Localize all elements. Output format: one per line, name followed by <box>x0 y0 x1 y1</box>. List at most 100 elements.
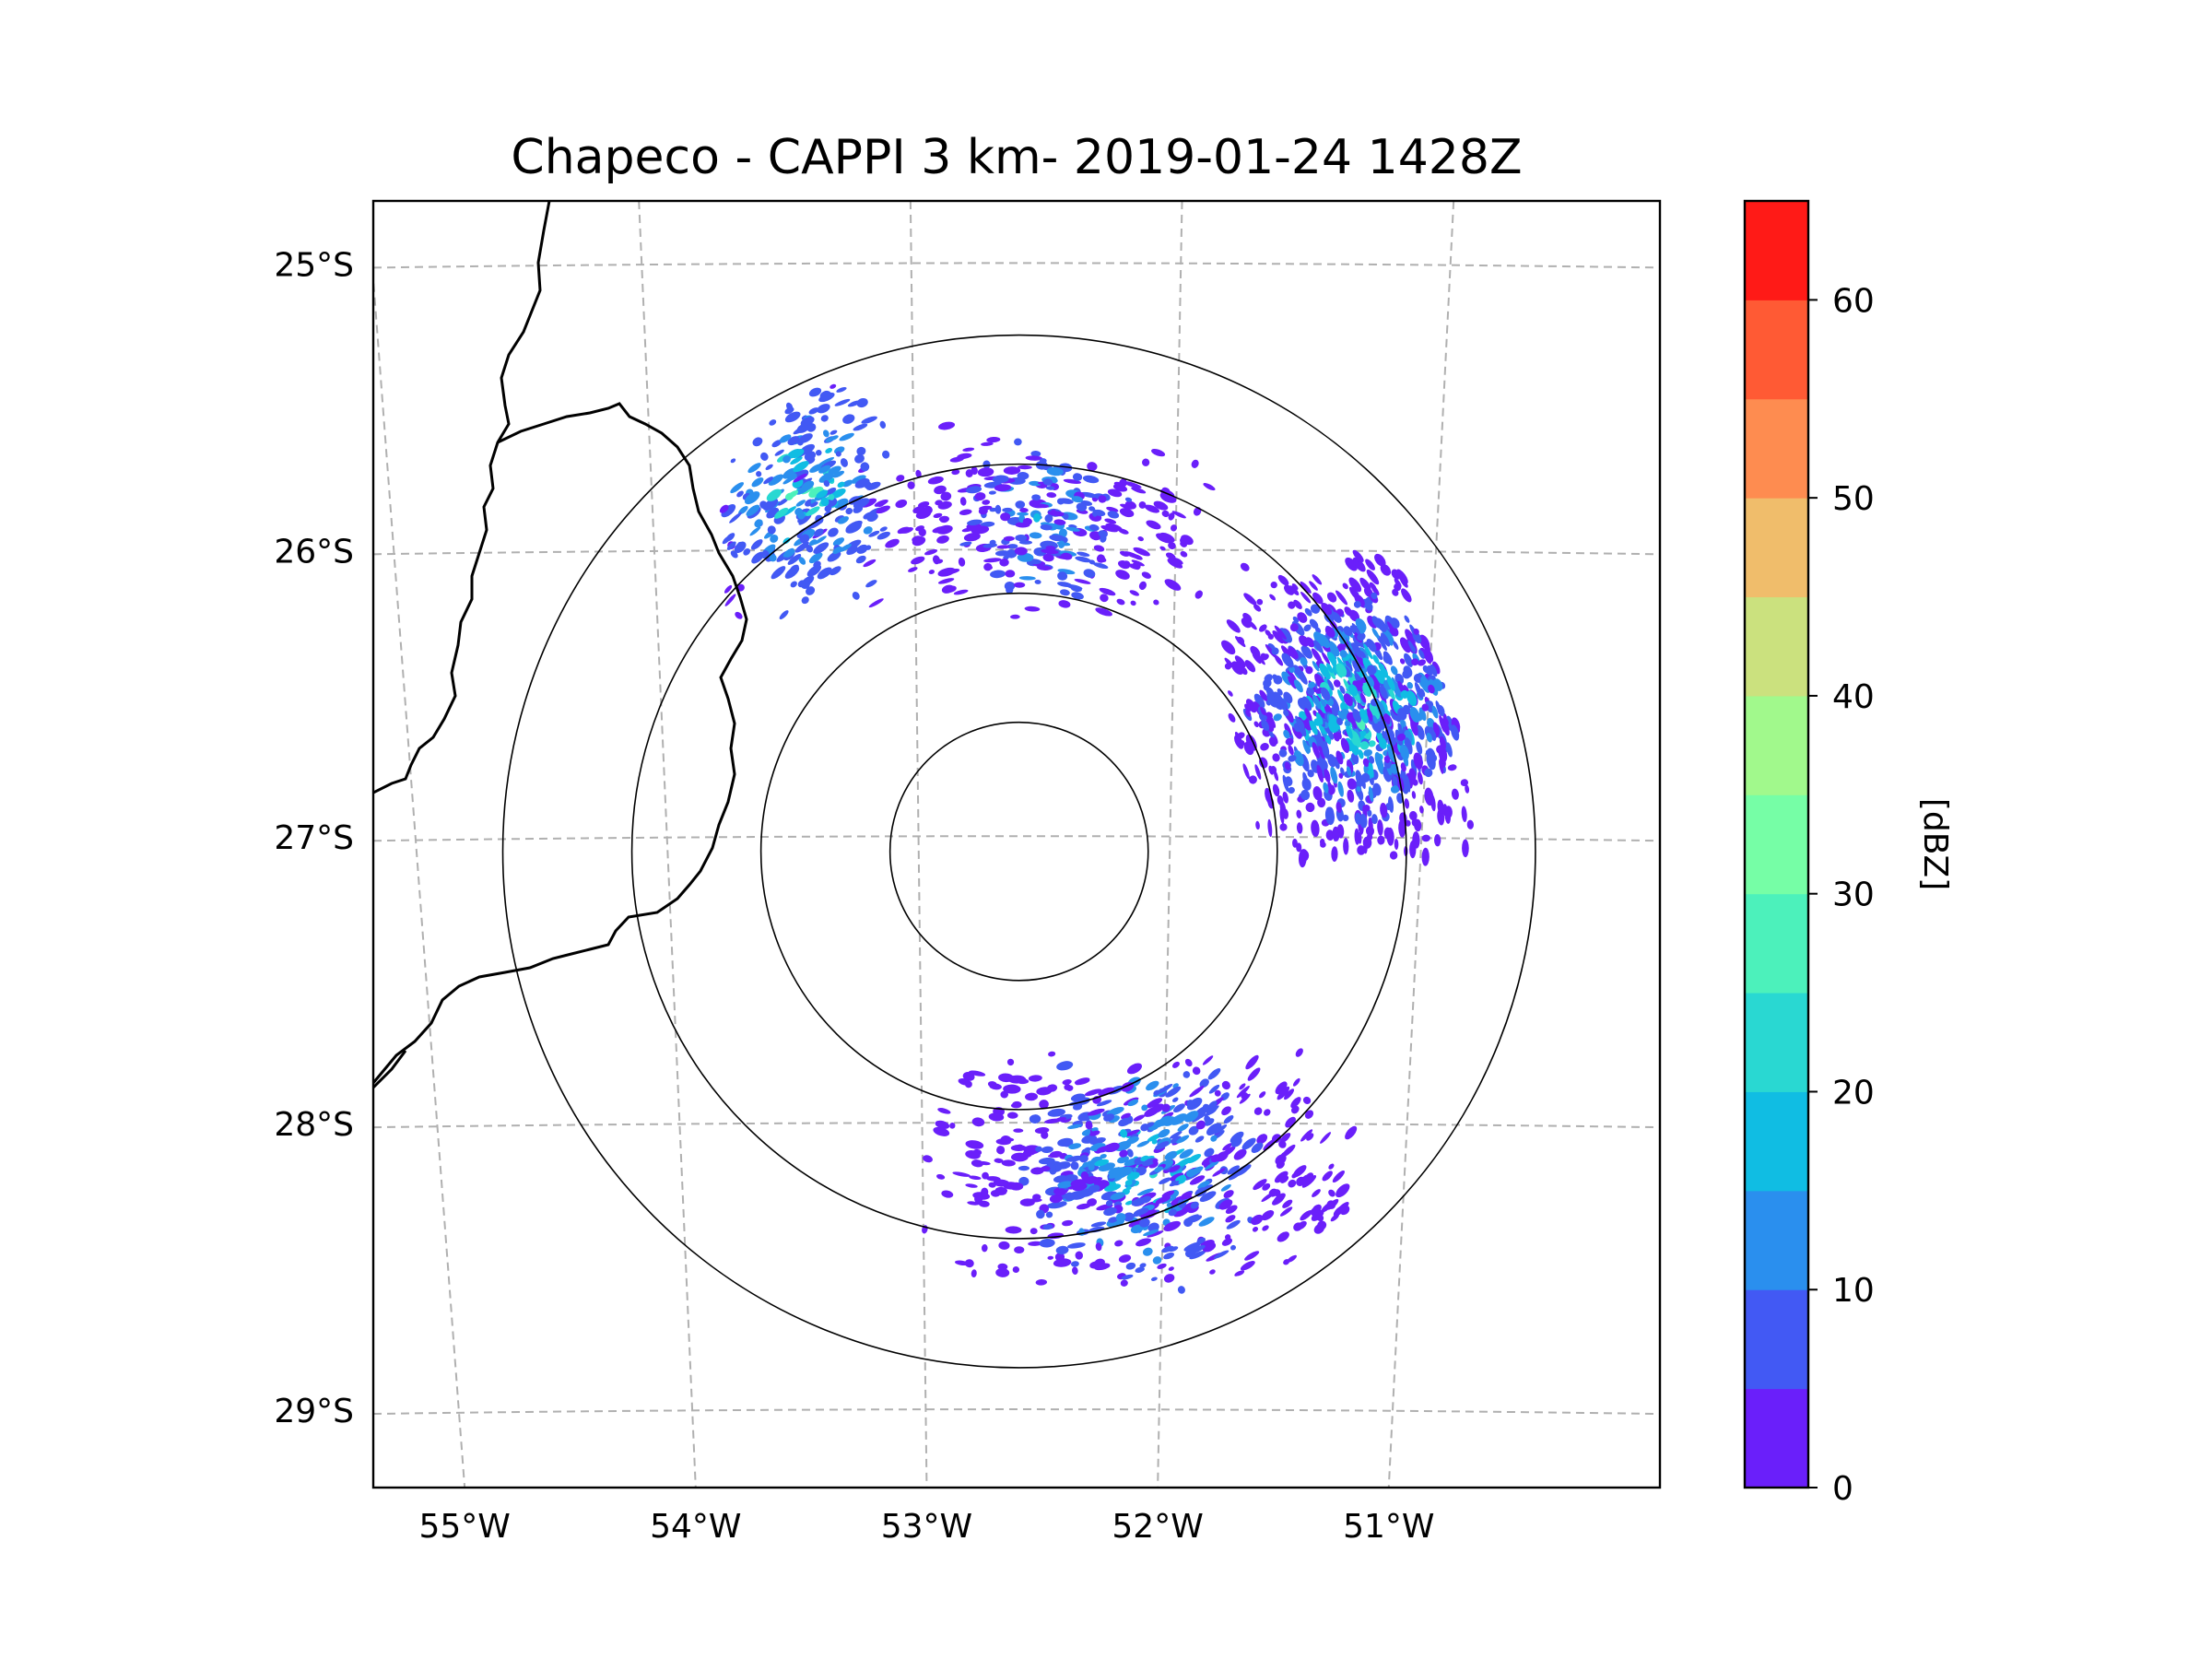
echo-pixel <box>1045 486 1055 490</box>
echo-pixel <box>1319 663 1331 680</box>
echo-pixel <box>1273 713 1282 722</box>
echo-pixel <box>823 480 830 488</box>
echo-pixel <box>1000 512 1011 522</box>
echo-pixel <box>1355 770 1363 787</box>
echo-pixel <box>1279 823 1288 831</box>
echo-pixel <box>1227 1165 1240 1175</box>
colorbar-frame <box>1743 199 1810 1489</box>
echo-pixel <box>806 564 822 577</box>
echo-pixel <box>1337 711 1345 722</box>
echo-pixel <box>1390 709 1396 721</box>
echo-pixel <box>996 545 1011 549</box>
echo-pixel <box>977 467 994 477</box>
echo-pixel <box>1327 641 1340 657</box>
coastlines-borders <box>373 201 748 1089</box>
echo-pixel <box>1396 733 1406 741</box>
echo-pixel <box>1159 1177 1171 1184</box>
echo-pixel <box>1288 601 1296 609</box>
echo-pixel <box>1055 1245 1069 1255</box>
echo-pixel <box>1220 1183 1231 1192</box>
x-axis-ticks: 55°W 54°W 53°W 52°W 51°W <box>418 1508 1434 1546</box>
echo-pixel <box>1312 694 1322 710</box>
echo-pixel <box>1344 720 1351 727</box>
echo-pixel <box>1204 1159 1220 1171</box>
echo-pixel <box>724 584 733 594</box>
echo-pixel <box>769 419 777 426</box>
echo-pixel <box>842 414 855 424</box>
echo-pixel <box>817 404 830 414</box>
echo-pixel <box>1120 1279 1128 1287</box>
colorbar-segment <box>1745 794 1808 895</box>
echo-pixel <box>1169 1180 1180 1187</box>
echo-pixel <box>1288 646 1299 660</box>
echo-pixel <box>1223 1115 1234 1124</box>
echo-pixel <box>1018 1165 1030 1171</box>
echo-pixel <box>1123 1212 1135 1222</box>
echo-pixel <box>1197 1181 1210 1190</box>
echo-pixel <box>1381 632 1391 647</box>
echo-pixel <box>1365 559 1375 571</box>
meridian-gridline <box>638 201 697 1488</box>
echo-pixel <box>1153 599 1159 606</box>
echo-pixel <box>1047 1108 1065 1117</box>
echo-pixel <box>853 423 868 431</box>
echo-pixel <box>801 480 815 491</box>
echo-pixel <box>771 440 782 448</box>
echo-pixel <box>1057 1137 1074 1147</box>
echo-pixel <box>877 531 890 540</box>
echo-pixel <box>1153 500 1169 511</box>
echo-pixel <box>1273 1193 1286 1204</box>
echo-pixel <box>1159 532 1175 543</box>
echo-pixel <box>1039 458 1047 464</box>
echo-pixel <box>1324 806 1335 826</box>
echo-pixel <box>1327 754 1336 768</box>
echo-pixel <box>1399 744 1409 760</box>
echo-pixel <box>1000 1090 1009 1099</box>
echo-pixel <box>1364 601 1373 611</box>
echo-pixel <box>1065 583 1083 590</box>
echo-pixel <box>1308 681 1315 688</box>
echo-pixel <box>769 494 777 501</box>
echo-pixel <box>1184 1058 1193 1067</box>
echo-pixel <box>965 1140 984 1149</box>
echo-pixel <box>1028 1075 1042 1082</box>
echo-pixel <box>1139 1263 1147 1268</box>
y-tick-label: 26°S <box>274 533 354 571</box>
echo-pixel <box>1293 750 1304 767</box>
echo-pixel <box>1142 458 1150 466</box>
echo-pixel <box>1357 845 1366 855</box>
echo-pixel <box>1119 508 1135 518</box>
echo-pixel <box>1366 638 1377 653</box>
y-axis-ticks: 25°S 26°S 27°S 28°S 29°S <box>274 246 354 1430</box>
echo-pixel <box>971 1117 985 1127</box>
echo-pixel <box>1179 1148 1194 1159</box>
echo-pixel <box>1240 1260 1255 1271</box>
echo-pixel <box>936 524 953 535</box>
echo-pixel <box>1032 503 1050 509</box>
echo-pixel <box>860 462 870 472</box>
echo-pixel <box>1300 1174 1312 1186</box>
echo-pixel <box>845 522 862 534</box>
echo-pixel <box>994 1186 1008 1194</box>
echo-pixel <box>1161 1196 1177 1205</box>
echo-pixel <box>1304 708 1312 722</box>
echo-pixel <box>1124 497 1133 502</box>
echo-pixel <box>1244 1251 1260 1261</box>
echo-pixel <box>1157 1263 1167 1269</box>
echo-pixel <box>1320 1132 1332 1144</box>
echo-pixel <box>1344 606 1353 617</box>
echo-pixel <box>1155 1195 1171 1205</box>
echo-pixel <box>1345 557 1358 571</box>
echo-pixel <box>1214 1089 1221 1097</box>
map-plot-area <box>371 199 1662 1489</box>
echo-pixel <box>1163 1220 1182 1231</box>
echo-pixel <box>1080 491 1098 499</box>
echo-pixel <box>1311 648 1323 664</box>
echo-pixel <box>1347 684 1359 697</box>
echo-pixel <box>1028 1198 1042 1203</box>
echo-pixel <box>1208 1084 1220 1094</box>
echo-pixel <box>1045 1211 1053 1218</box>
echo-pixel <box>1309 618 1319 629</box>
echo-pixel <box>994 1158 1004 1163</box>
echo-pixel <box>1399 658 1406 665</box>
